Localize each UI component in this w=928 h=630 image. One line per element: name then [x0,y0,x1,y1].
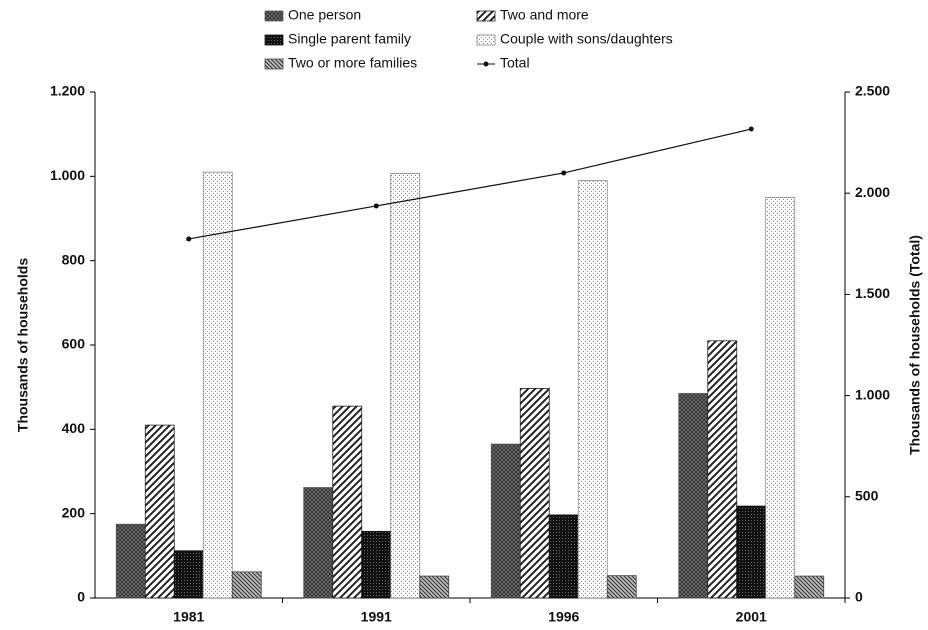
bar [678,393,709,599]
y-axis-label: Thousands of households [15,258,31,432]
y-tick-label: 1.200 [50,83,85,99]
x-tick-label: 1981 [173,609,204,625]
y-tick-label: 0 [77,589,85,605]
line-point [186,236,192,242]
x-tick-label: 1996 [548,609,579,625]
y-tick-label: 600 [62,336,86,352]
legend-swatch [476,10,496,22]
legend-label: Single parent family [288,31,411,47]
bar [736,505,767,599]
bar [794,575,825,599]
line-point [561,170,567,176]
y2-tick-label: 2.500 [855,83,890,99]
bar [115,523,146,599]
bar [303,487,334,599]
line-point [373,203,379,209]
line-point [748,126,754,132]
bar [707,340,738,599]
legend-label: Total [500,55,530,71]
bar [202,171,233,599]
bar [419,575,450,599]
y-tick-label: 200 [62,504,86,520]
y2-tick-label: 1.500 [855,285,890,301]
bar [332,405,363,599]
line [188,128,752,240]
bar [173,550,204,599]
legend-swatch [476,34,496,46]
bar [231,571,262,599]
y-tick-label: 800 [62,251,86,267]
bar [361,530,392,599]
bar [144,424,175,599]
bar [606,575,637,599]
legend-marker [483,61,489,67]
bar [519,388,550,599]
y2-tick-label: 1.000 [855,386,890,402]
y2-tick-label: 500 [855,488,879,504]
x-tick-label: 1991 [361,609,392,625]
bar [390,172,421,599]
bar [548,514,579,599]
bar [765,197,796,599]
legend-label: One person [288,7,361,23]
bar [490,443,521,599]
y2-tick-label: 2.000 [855,184,890,200]
y-tick-label: 1.000 [50,167,85,183]
y2-axis-label: Thousands of households (Total) [907,235,923,455]
legend-swatch [264,58,284,70]
legend-label: Couple with sons/daughters [500,31,673,47]
legend-label: Two and more [500,7,589,23]
bar [577,180,608,599]
legend-swatch [264,10,284,22]
x-tick-label: 2001 [736,609,767,625]
y-tick-label: 400 [62,420,86,436]
y2-tick-label: 0 [855,589,863,605]
legend-label: Two or more families [288,55,417,71]
legend-swatch [264,34,284,46]
